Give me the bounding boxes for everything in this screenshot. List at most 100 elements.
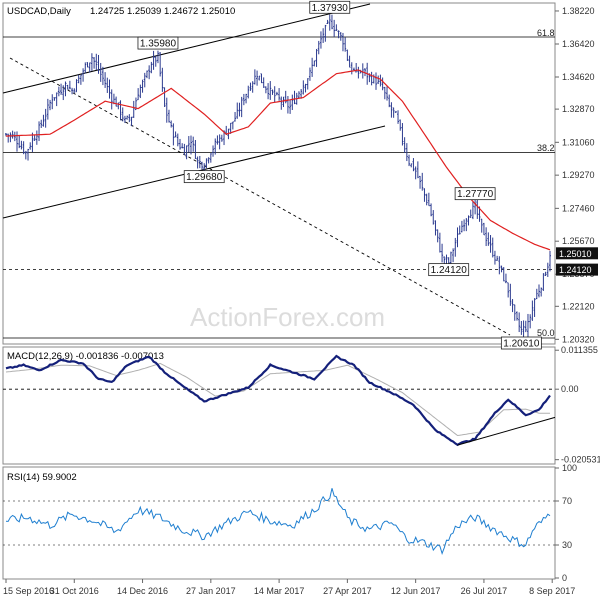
candle: [115, 96, 118, 107]
candle: [170, 120, 173, 128]
candle: [425, 193, 428, 206]
candle: [238, 102, 241, 117]
rsi-tick-label: 30: [562, 540, 572, 550]
candle: [515, 311, 518, 321]
candle: [441, 243, 444, 263]
candle: [84, 62, 87, 74]
candle: [546, 262, 549, 277]
annotation-label: 1.35980: [140, 39, 177, 50]
annotation-label: 1.29680: [186, 172, 223, 183]
fib-50-label: 50.0: [537, 328, 555, 338]
candle: [234, 111, 237, 122]
last-price-box: [556, 263, 598, 276]
candle: [11, 130, 14, 139]
candle: [273, 86, 276, 103]
candle: [24, 150, 27, 160]
candle: [350, 62, 353, 75]
candle: [260, 73, 263, 84]
candle: [245, 93, 248, 104]
candle: [247, 85, 250, 99]
candle: [159, 52, 162, 77]
candle: [392, 107, 395, 118]
candle: [540, 287, 543, 297]
candle: [302, 80, 305, 95]
candle: [399, 119, 402, 131]
candle: [326, 19, 329, 25]
candle: [62, 85, 65, 101]
candle: [220, 134, 223, 142]
candle: [480, 218, 483, 233]
candle: [192, 136, 195, 152]
candle: [421, 172, 424, 191]
candle: [304, 83, 307, 93]
candle: [496, 255, 499, 261]
fib-618-label: 61.8: [537, 28, 555, 38]
candle: [390, 102, 393, 118]
price-tick-label: 1.34620: [562, 72, 595, 82]
candle: [249, 82, 252, 91]
candle: [236, 102, 239, 119]
candle: [73, 88, 76, 94]
price-header-symbol: USDCAD,Daily: [7, 6, 71, 17]
annotation-label: 1.27770: [457, 189, 494, 200]
candle: [482, 222, 485, 236]
candle: [452, 248, 455, 263]
candle: [64, 81, 67, 97]
x-tick-label: 8 Sep 2017: [529, 586, 575, 596]
candle: [181, 143, 184, 149]
candle: [7, 133, 10, 143]
price-annotation: 1.35980: [137, 36, 179, 50]
candle: [394, 110, 397, 113]
candle: [165, 97, 168, 123]
macd-header: MACD(12,26,9) -0.001836 -0.007013: [7, 351, 164, 362]
candle: [88, 62, 91, 73]
candle: [51, 94, 54, 110]
x-tick-label: 14 Mar 2017: [254, 586, 305, 596]
candle: [471, 200, 474, 220]
candle: [148, 65, 151, 80]
candle: [57, 86, 60, 97]
candle: [284, 90, 287, 104]
price-tick-label: 1.29270: [562, 170, 595, 180]
candle: [93, 57, 96, 69]
candle: [337, 30, 340, 39]
macd-tick-label: -0.020531: [561, 455, 600, 465]
candle: [271, 89, 274, 95]
candle: [403, 137, 406, 153]
candle: [408, 154, 411, 167]
candle: [18, 136, 21, 149]
candle: [240, 96, 243, 118]
candle: [375, 72, 378, 90]
candle: [522, 320, 525, 338]
last-price-box: [556, 247, 598, 260]
long-dashed-trendline: [9, 57, 511, 336]
candle: [434, 220, 437, 236]
candle: [77, 74, 80, 84]
candle: [35, 130, 38, 145]
annotation-box: [500, 336, 542, 350]
candle: [267, 83, 270, 100]
candle: [123, 115, 126, 124]
candle: [344, 37, 347, 52]
candle: [293, 90, 296, 105]
candle: [467, 215, 470, 226]
candle: [383, 86, 386, 100]
candle: [502, 267, 505, 282]
candle: [38, 121, 41, 142]
price-annotation: 1.37930: [309, 0, 351, 14]
annotation-box: [137, 36, 179, 50]
candle: [346, 49, 349, 61]
candle: [218, 134, 221, 150]
candle: [99, 62, 102, 82]
candle: [458, 225, 461, 235]
candle: [416, 161, 419, 179]
rsi-header: RSI(14) 59.9002: [7, 472, 77, 483]
annotation-box: [454, 187, 496, 201]
candle: [313, 60, 316, 67]
candle: [198, 155, 201, 169]
price-tick-label: 1.20320: [562, 334, 595, 344]
candle: [427, 192, 430, 207]
annotation-box: [183, 170, 225, 184]
candle: [311, 57, 314, 77]
annotation-box: [309, 0, 351, 14]
